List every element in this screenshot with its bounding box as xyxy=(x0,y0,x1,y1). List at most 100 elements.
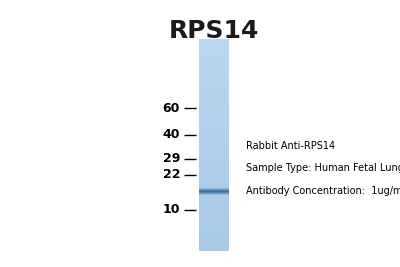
Bar xyxy=(199,189,229,191)
Bar xyxy=(199,94,229,96)
Bar xyxy=(199,64,229,66)
Bar xyxy=(199,115,229,117)
Text: 29: 29 xyxy=(163,152,180,165)
Text: RPS14: RPS14 xyxy=(169,19,259,43)
Bar xyxy=(199,98,229,100)
Bar xyxy=(199,43,229,45)
Bar xyxy=(199,104,229,107)
Bar xyxy=(199,66,229,68)
Bar xyxy=(199,49,229,52)
Bar xyxy=(199,58,229,60)
Bar xyxy=(199,242,229,245)
Bar xyxy=(199,149,229,151)
Bar xyxy=(199,47,229,49)
Bar xyxy=(199,202,229,204)
Bar xyxy=(199,107,229,109)
Bar xyxy=(199,177,229,179)
Bar xyxy=(199,126,229,128)
Bar xyxy=(199,238,229,240)
Bar xyxy=(199,103,229,104)
Bar xyxy=(199,230,229,232)
Bar xyxy=(199,145,229,147)
Bar xyxy=(199,162,229,164)
Bar xyxy=(199,75,229,77)
Text: 10: 10 xyxy=(162,203,180,216)
Bar xyxy=(199,139,229,141)
Bar xyxy=(199,179,229,181)
Bar xyxy=(199,232,229,234)
Bar xyxy=(199,45,229,47)
Bar xyxy=(199,134,229,136)
Bar xyxy=(199,124,229,126)
Bar xyxy=(199,96,229,98)
Bar xyxy=(199,132,229,134)
Bar xyxy=(199,247,229,249)
Bar xyxy=(199,90,229,92)
Bar xyxy=(199,85,229,88)
Bar xyxy=(199,39,229,41)
Bar xyxy=(199,52,229,54)
Bar xyxy=(199,117,229,119)
Bar xyxy=(199,206,229,209)
Bar xyxy=(199,185,229,187)
Bar xyxy=(199,183,229,185)
Bar xyxy=(199,83,229,85)
Bar xyxy=(199,228,229,230)
Bar xyxy=(199,70,229,73)
Bar xyxy=(199,217,229,219)
Bar xyxy=(199,213,229,215)
Bar xyxy=(199,223,229,226)
Bar xyxy=(199,113,229,115)
Bar xyxy=(199,219,229,221)
Bar xyxy=(199,143,229,145)
Bar xyxy=(199,141,229,143)
Text: Rabbit Anti-RPS14: Rabbit Anti-RPS14 xyxy=(246,140,335,151)
Bar xyxy=(199,240,229,242)
Bar xyxy=(199,73,229,75)
Text: Antibody Concentration:  1ug/mL: Antibody Concentration: 1ug/mL xyxy=(246,186,400,196)
Bar xyxy=(199,130,229,132)
Text: 60: 60 xyxy=(163,102,180,115)
Bar xyxy=(199,198,229,200)
Bar xyxy=(199,128,229,130)
Bar xyxy=(199,41,229,43)
Bar xyxy=(199,136,229,139)
Bar xyxy=(199,211,229,213)
Bar xyxy=(199,151,229,153)
Bar xyxy=(199,109,229,111)
Bar xyxy=(199,194,229,196)
Bar xyxy=(199,181,229,183)
Bar xyxy=(199,158,229,160)
Bar xyxy=(199,215,229,217)
Bar xyxy=(199,172,229,175)
Bar xyxy=(199,245,229,247)
Bar xyxy=(199,226,229,228)
Bar xyxy=(199,56,229,58)
Bar xyxy=(199,191,229,194)
Bar xyxy=(199,88,229,90)
Bar xyxy=(199,175,229,177)
Bar xyxy=(199,119,229,121)
Bar xyxy=(199,204,229,206)
Bar xyxy=(199,170,229,172)
Bar xyxy=(199,153,229,155)
Bar xyxy=(199,81,229,83)
Bar xyxy=(199,196,229,198)
Bar xyxy=(199,54,229,56)
Bar xyxy=(199,160,229,162)
Bar xyxy=(199,209,229,211)
Bar xyxy=(199,168,229,170)
Bar xyxy=(199,200,229,202)
Text: Sample Type: Human Fetal Lung: Sample Type: Human Fetal Lung xyxy=(246,163,400,173)
Bar xyxy=(199,187,229,189)
Bar xyxy=(199,221,229,223)
Bar xyxy=(199,164,229,166)
Bar xyxy=(199,249,229,251)
Text: 40: 40 xyxy=(162,128,180,141)
Bar xyxy=(199,236,229,238)
Bar xyxy=(199,166,229,168)
Bar xyxy=(199,147,229,149)
Bar xyxy=(199,234,229,236)
Bar xyxy=(199,92,229,94)
Bar xyxy=(199,62,229,64)
